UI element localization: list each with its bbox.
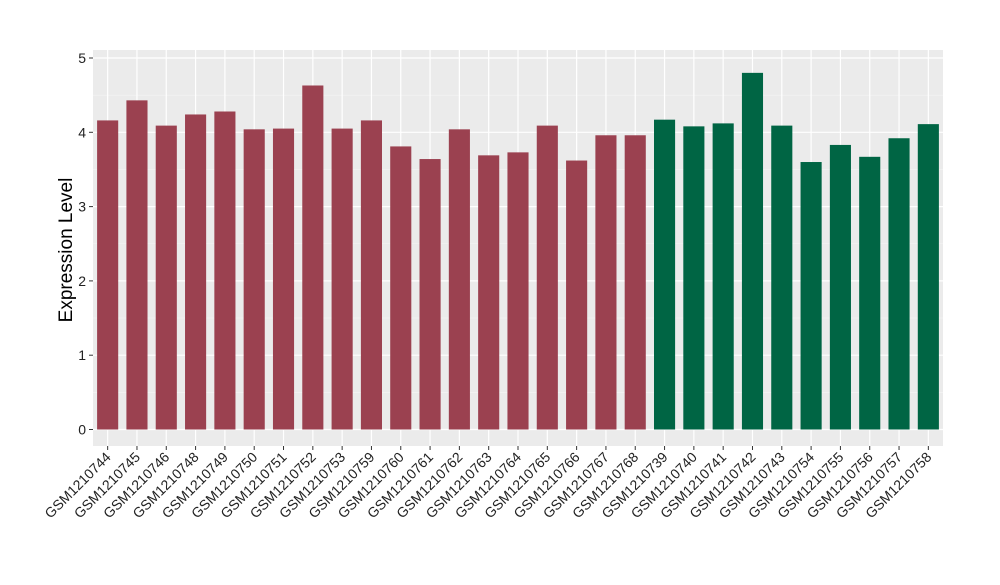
bar-GSM1210757 [888,138,910,430]
bar-GSM1210752 [302,85,324,430]
bar-GSM1210744 [97,120,119,430]
bar-GSM1210762 [448,129,470,430]
bar-GSM1210754 [800,162,822,430]
bar-GSM1210753 [331,128,353,430]
x-axis: GSM1210744GSM1210745GSM1210746GSM1210748… [41,446,935,521]
y-tick-label: 2 [78,273,86,289]
bar-GSM1210765 [536,125,558,430]
bar-GSM1210745 [126,100,148,430]
bar-GSM1210748 [185,114,207,430]
bar-GSM1210764 [507,152,529,430]
bar-GSM1210763 [478,155,500,430]
bar-GSM1210759 [360,120,382,430]
bar-GSM1210767 [595,135,617,430]
y-tick-label: 3 [78,199,86,215]
y-axis: 0 1 2 3 4 5 [78,50,93,438]
y-tick-label: 1 [78,347,86,363]
bar-GSM1210740 [683,126,705,430]
bar-GSM1210760 [390,146,412,430]
bar-GSM1210756 [859,156,881,430]
bar-GSM1210739 [654,119,676,430]
bar-GSM1210741 [712,123,734,430]
bar-GSM1210761 [419,159,441,430]
bar-GSM1210746 [155,125,177,430]
bar-GSM1210758 [917,124,939,430]
y-tick-label: 0 [78,422,86,438]
y-axis-label: Expression Level [56,178,77,323]
bar-GSM1210749 [214,111,236,430]
bar-GSM1210743 [771,125,793,430]
y-tick-label: 4 [78,124,86,140]
bar-GSM1210750 [243,129,265,430]
bar-GSM1210768 [624,135,646,430]
bar-GSM1210742 [741,72,764,430]
bar-GSM1210766 [566,160,588,430]
bars [97,72,939,430]
bar-GSM1210755 [829,144,851,430]
bar-GSM1210751 [272,128,295,430]
y-tick-label: 5 [78,50,86,66]
